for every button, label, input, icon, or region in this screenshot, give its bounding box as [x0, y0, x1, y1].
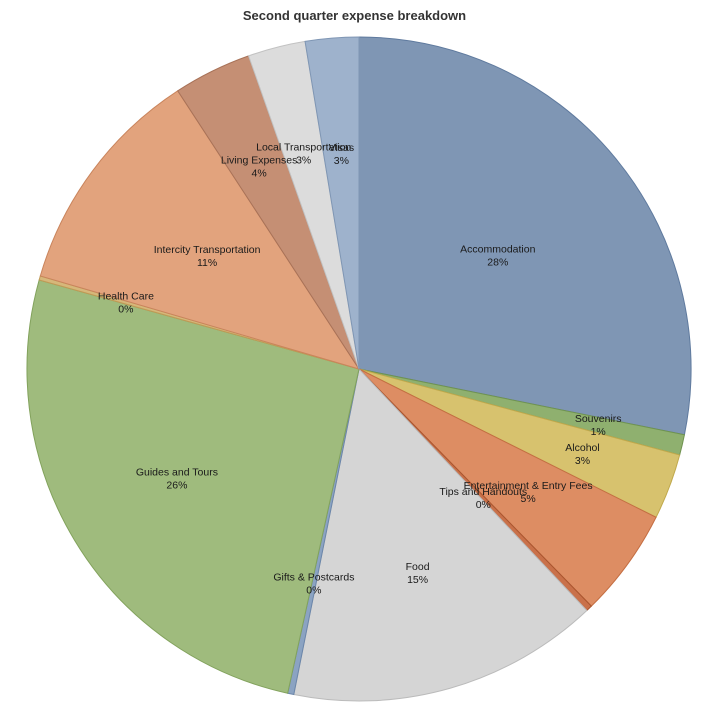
slice-label-visas: Visas: [329, 142, 355, 154]
slice-label-entertainment-and-entry-fees: Entertainment & Entry Fees: [464, 480, 593, 492]
slice-guides-and-tours: [26, 279, 360, 694]
slice-percent-guides-and-tours: 26%: [166, 480, 187, 492]
slice-percent-accommodation: 28%: [487, 257, 508, 269]
slice-food: [293, 367, 588, 702]
slice-percent-alcohol: 3%: [575, 455, 590, 467]
slice-label-health-care: Health Care: [98, 291, 154, 303]
slice-label-tips-and-handouts: Tips and Handouts: [439, 486, 527, 498]
slice-percent-gifts-and-postcards: 0%: [306, 584, 321, 596]
labels-layer: Accommodation28%Souvenirs1%Alcohol3%Ente…: [98, 142, 622, 597]
slice-label-local-transportation: Local Transportation: [256, 142, 351, 154]
slice-label-alcohol: Alcohol: [565, 442, 599, 454]
slice-label-food: Food: [406, 561, 430, 573]
slice-percent-health-care: 0%: [118, 304, 133, 316]
slice-intercity-transportation: [39, 90, 361, 370]
slice-percent-entertainment-and-entry-fees: 5%: [521, 493, 536, 505]
slice-visas: [304, 36, 360, 370]
slice-label-intercity-transportation: Intercity Transportation: [154, 244, 261, 256]
slice-label-souvenirs: Souvenirs: [575, 413, 622, 425]
slices-layer: [26, 36, 692, 702]
slice-percent-intercity-transportation: 11%: [197, 257, 217, 269]
slice-percent-living-expenses: 4%: [252, 168, 267, 180]
slice-accommodation: [358, 36, 692, 436]
slice-percent-local-transportation: 3%: [296, 155, 311, 167]
slice-label-accommodation: Accommodation: [460, 244, 535, 256]
slice-label-guides-and-tours: Guides and Tours: [136, 467, 218, 479]
slice-percent-visas: 3%: [334, 155, 349, 167]
slice-percent-tips-and-handouts: 0%: [476, 499, 491, 511]
chart-title: Second quarter expense breakdown: [242, 8, 467, 23]
slice-percent-souvenirs: 1%: [591, 426, 606, 438]
slice-label-gifts-and-postcards: Gifts & Postcards: [273, 571, 354, 583]
slice-percent-food: 15%: [407, 574, 428, 586]
slice-label-living-expenses: Living Expenses: [221, 155, 297, 167]
